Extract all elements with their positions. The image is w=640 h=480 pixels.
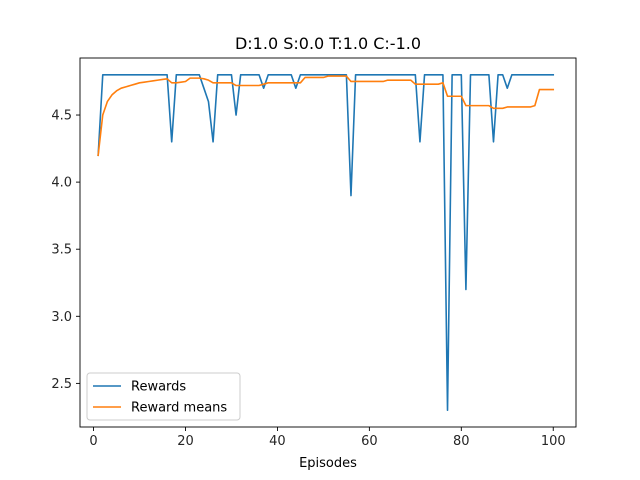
y-axis-ticks: 2.5 3.0 3.5 4.0 4.5 <box>51 109 80 392</box>
x-tick-label: 100 <box>541 434 566 449</box>
series-line-rewards <box>97 73 555 412</box>
series-line-reward-means <box>97 75 555 157</box>
legend-box <box>86 372 241 421</box>
x-tick-label: 0 <box>89 434 97 449</box>
axes-frame <box>79 57 577 428</box>
y-tick-label: 3.5 <box>51 243 72 258</box>
y-tick-label: 3.0 <box>51 310 72 325</box>
y-tick-label: 2.5 <box>51 377 72 392</box>
plot-area <box>80 58 576 427</box>
x-tick-label: 20 <box>177 434 194 449</box>
legend-label-reward-means: Reward means <box>131 401 227 416</box>
legend-label-rewards: Rewards <box>131 380 186 395</box>
series-layer <box>97 73 555 412</box>
x-tick-label: 60 <box>361 434 378 449</box>
x-tick-label: 80 <box>453 434 470 449</box>
x-axis-ticks: 0 20 40 60 80 100 <box>89 427 566 449</box>
x-axis-label: Episodes <box>299 456 357 471</box>
legend: Rewards Reward means <box>86 372 241 421</box>
chart-title: D:1.0 S:0.0 T:1.0 C:-1.0 <box>235 34 421 53</box>
y-tick-label: 4.0 <box>51 176 72 191</box>
axes-border <box>79 57 577 428</box>
x-tick-label: 40 <box>269 434 286 449</box>
y-tick-label: 4.5 <box>51 109 72 124</box>
